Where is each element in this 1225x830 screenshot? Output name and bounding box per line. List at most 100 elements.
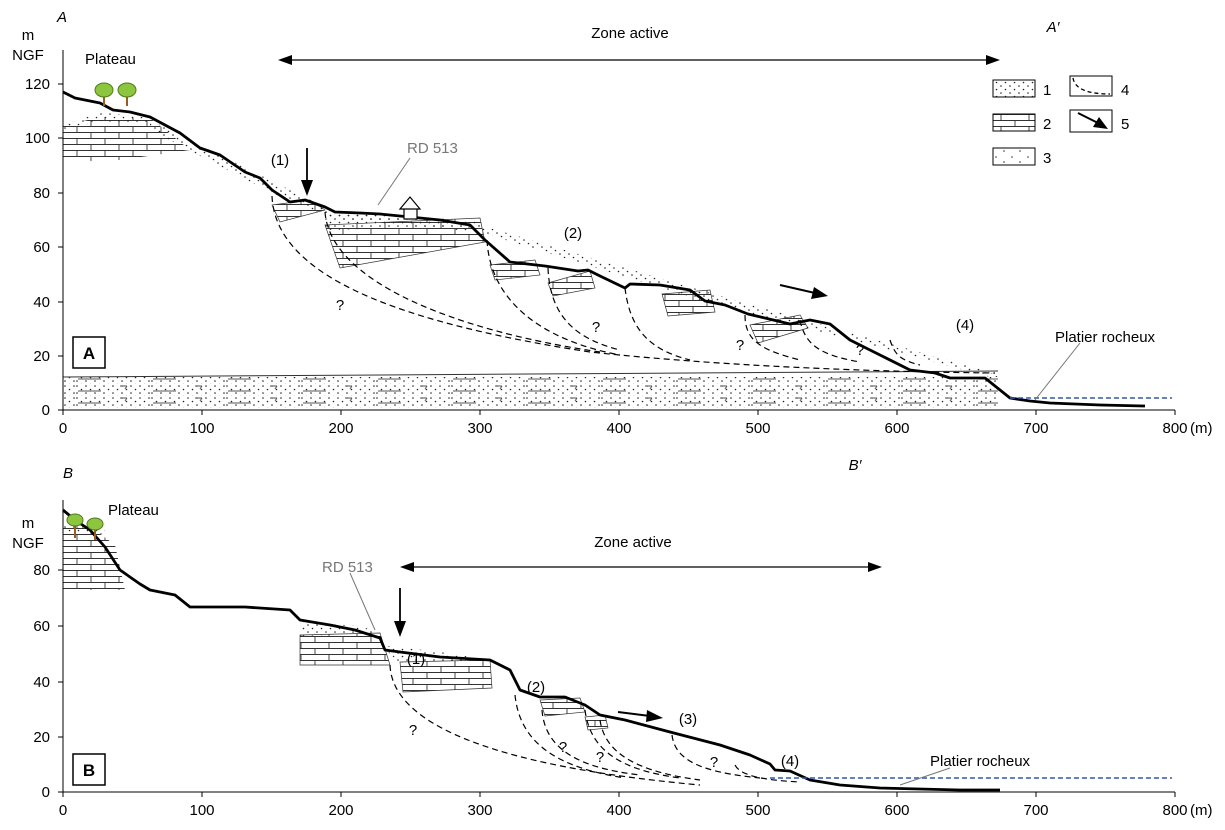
legend-arrowhead-icon	[1093, 117, 1108, 129]
y-tick-label: 0	[42, 402, 50, 419]
movement-arrowhead	[646, 710, 663, 722]
panel-label-box-b	[72, 753, 106, 786]
legend-key: 3	[1043, 150, 1051, 167]
y-ticks-a	[58, 83, 63, 411]
y-tick-label: 60	[33, 239, 50, 256]
arrowhead-left	[400, 562, 414, 572]
house-icon	[398, 196, 422, 220]
x-tick-label: 600	[884, 420, 909, 437]
alluvial-top-a	[62, 370, 999, 378]
x-tick-label: 0	[59, 420, 67, 437]
legend-swatch-2	[992, 113, 1036, 132]
x-tick-label: 400	[606, 802, 631, 819]
y-ticks-b	[58, 569, 63, 793]
panel-b: 0 20 40 60 80 0 100 200 300 400 500 600 …	[12, 457, 1212, 819]
slope-deposit-a	[150, 120, 998, 377]
tree-icon	[86, 517, 104, 540]
x-tick-label: 100	[189, 802, 214, 819]
panel-label-b: B	[83, 761, 95, 780]
section-start-label: B	[63, 465, 73, 482]
platier-leader-line	[899, 767, 951, 786]
zone-active-label: Zone active	[591, 25, 669, 42]
plateau-limestone-b	[63, 525, 125, 590]
tree-icon	[94, 82, 114, 106]
road-leader-line	[349, 572, 376, 631]
x-tick-label: 200	[328, 802, 353, 819]
x-tick-label: 500	[745, 420, 770, 437]
legend-key: 2	[1043, 116, 1051, 133]
marker-2: (2)	[564, 225, 582, 242]
y-tick-label: 0	[42, 784, 50, 801]
ground-profile-b	[62, 508, 1000, 792]
slip-surfaces-a	[271, 195, 996, 374]
down-arrowhead	[394, 621, 406, 637]
plateau-deposit-a	[63, 112, 150, 130]
marker-2: (2)	[527, 679, 545, 696]
legend: 1 2 3 4 5	[992, 75, 1129, 167]
marker-3: (3)	[679, 711, 697, 728]
y-tick-label: 60	[33, 618, 50, 635]
y-unit-m: m	[22, 27, 35, 44]
y-tick-label: 100	[25, 130, 50, 147]
unknown-mark: ?	[736, 337, 744, 354]
tree-icon	[66, 513, 84, 538]
x-tick-label: 400	[606, 420, 631, 437]
down-arrowhead	[301, 180, 313, 196]
road-label: RD 513	[407, 140, 458, 157]
x-tick-label: 200	[328, 420, 353, 437]
x-tick-label: 800	[1162, 802, 1187, 819]
ground-profile-a	[62, 90, 1146, 408]
y-unit-m: m	[22, 515, 35, 532]
marker-1: (1)	[271, 152, 289, 169]
tree-icon	[117, 82, 137, 106]
arrowhead-right	[986, 55, 1000, 65]
x-tick-label: 800	[1162, 420, 1187, 437]
zone-active-label: Zone active	[594, 534, 672, 551]
marker-4: (4)	[781, 753, 799, 770]
y-tick-label: 120	[25, 76, 50, 93]
unknown-mark: ?	[856, 342, 864, 359]
x-tick-label: 600	[884, 802, 909, 819]
limestone-block-a4	[547, 270, 596, 297]
legend-key: 1	[1043, 82, 1051, 99]
alluvial-layer-a	[63, 377, 998, 409]
unknown-mark: ?	[592, 319, 600, 336]
x-unit-label: (m)	[1190, 420, 1213, 437]
unknown-mark: ?	[596, 749, 604, 766]
limestone-block-b3	[539, 697, 586, 717]
legend-swatch-1	[992, 79, 1036, 98]
y-unit-ngf: NGF	[12, 47, 44, 64]
section-start-label: A	[56, 9, 67, 26]
x-ticks-b	[62, 792, 1176, 797]
limestone-block-b4	[584, 714, 609, 731]
road-leader-line	[377, 157, 411, 206]
legend-key: 4	[1121, 82, 1129, 99]
x-tick-label: 700	[1023, 802, 1048, 819]
plateau-label: Plateau	[85, 51, 136, 68]
y-unit-ngf: NGF	[12, 535, 44, 552]
legend-swatch-5	[1069, 109, 1113, 133]
unknown-mark: ?	[710, 754, 718, 771]
unknown-mark: ?	[559, 739, 567, 756]
movement-arrowhead	[811, 287, 828, 299]
movement-arrow	[617, 711, 651, 717]
arrowhead-left	[278, 55, 292, 65]
y-tick-label: 80	[33, 562, 50, 579]
y-tick-label: 80	[33, 185, 50, 202]
platier-label: Platier rocheux	[930, 753, 1031, 770]
legend-slip-surface-icon	[1072, 77, 1111, 95]
x-tick-label: 0	[59, 802, 67, 819]
panel-label-a: A	[83, 344, 95, 363]
x-tick-label: 500	[745, 802, 770, 819]
x-unit-label: (m)	[1190, 802, 1213, 819]
legend-key: 5	[1121, 116, 1129, 133]
marker-4: (4)	[956, 317, 974, 334]
x-ticks-a	[62, 410, 1176, 415]
panel-a: 0 20 40 60 80 100 120 0 100 200 300 400 …	[12, 9, 1212, 437]
y-tick-label: 40	[33, 674, 50, 691]
x-tick-label: 700	[1023, 420, 1048, 437]
platier-label: Platier rocheux	[1055, 329, 1156, 346]
slip-surfaces-b	[389, 664, 801, 786]
section-end-label: A′	[1046, 19, 1061, 36]
